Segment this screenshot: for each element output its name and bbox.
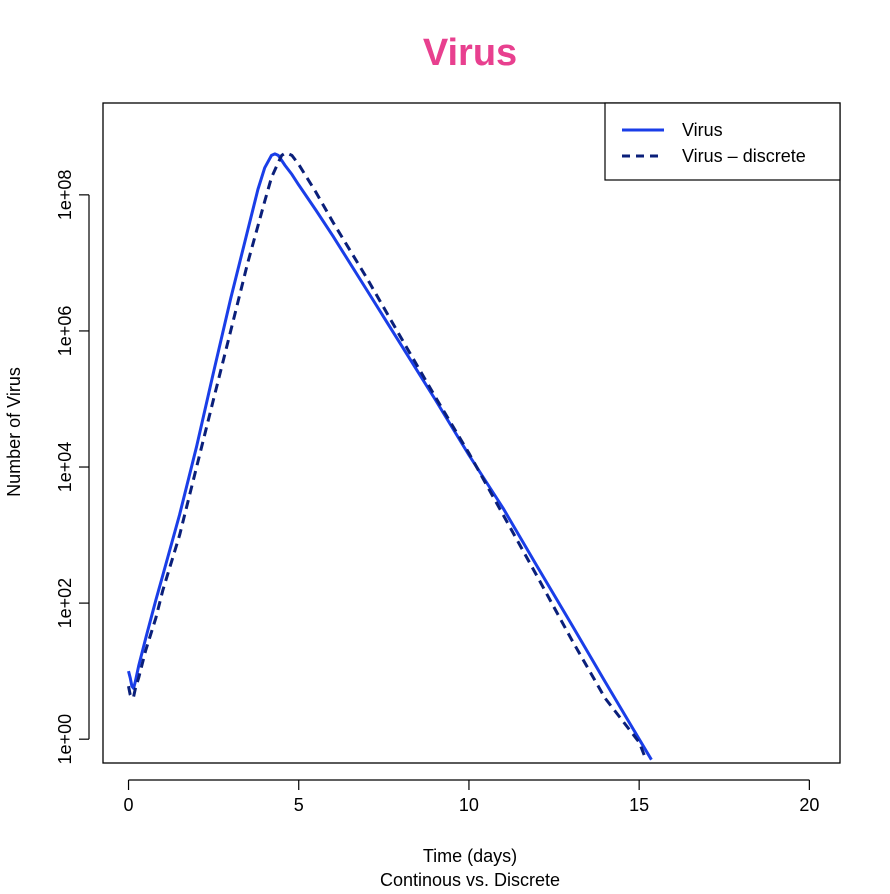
legend-label-virus: Virus [682,120,723,140]
x-tick-label: 20 [799,795,819,815]
plot-area-border [102,102,841,764]
series-line-virus [127,152,653,761]
series-line-virus-discrete [127,151,648,761]
y-axis: 1e+00 1e+02 1e+04 1e+06 1e+08 [55,170,90,765]
x-tick-label: 5 [294,795,304,815]
y-tick-label: 1e+04 [55,442,75,493]
chart-title: Virus [423,32,517,74]
series-layer [127,151,653,761]
x-axis: 0 5 10 15 20 [124,779,819,815]
y-tick-label: 1e+06 [55,306,75,357]
legend-box [604,102,841,181]
legend-label-virus-discrete: Virus – discrete [682,146,806,166]
y-tick-label: 1e+00 [55,714,75,765]
x-axis-label: Time (days) [423,846,517,866]
y-axis-label: Number of Virus [4,367,24,497]
y-tick-label: 1e+08 [55,170,75,221]
legend: Virus Virus – discrete [604,102,841,181]
chart-subtitle: Continous vs. Discrete [380,870,560,890]
x-tick-label: 15 [629,795,649,815]
y-tick-label: 1e+02 [55,578,75,629]
x-tick-label: 0 [124,795,134,815]
x-tick-label: 10 [459,795,479,815]
